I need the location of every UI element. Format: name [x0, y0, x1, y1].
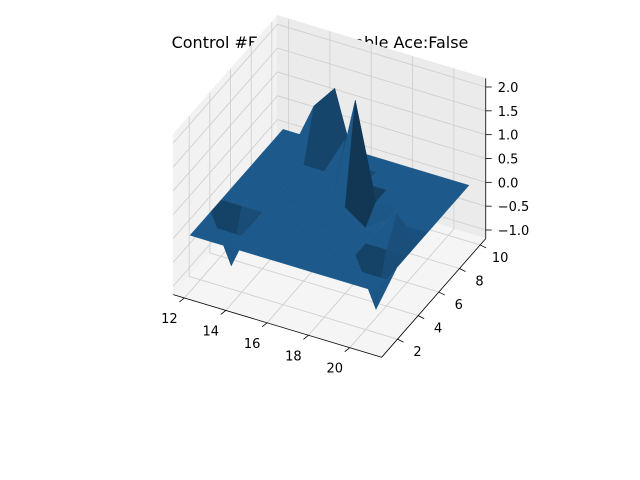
x-tick-label: 20: [326, 362, 343, 377]
x-tick-label: 12: [161, 312, 178, 327]
y-gridline: [188, 116, 398, 340]
z-gridline: [172, 23, 486, 144]
z-gridline: [172, 95, 486, 215]
x-tick-label: 14: [202, 324, 219, 339]
z-gridline: [172, 47, 486, 168]
y-axis-line: [381, 238, 487, 358]
x-tick-label: 18: [285, 349, 302, 364]
z-tick-label: 1.5: [498, 105, 519, 120]
x-tick: [220, 310, 227, 315]
z-tick-label: 1.0: [498, 129, 519, 144]
x-gridline: [349, 68, 455, 348]
y-tick: [438, 291, 446, 296]
y-tick: [417, 315, 425, 319]
z-tick-label: −0.5: [498, 200, 530, 215]
x-tick-label: 16: [244, 337, 261, 352]
y-tick-label: 6: [455, 298, 463, 313]
z-gridline: [172, 119, 486, 239]
z-tick-label: 0.0: [498, 176, 519, 191]
y-tick-label: 8: [475, 274, 483, 289]
surface-facet: [355, 273, 387, 292]
z-tick-label: 2.0: [498, 81, 519, 96]
x-tick: [179, 297, 185, 303]
y-tick-label: 10: [492, 251, 509, 266]
z-tick-label: 0.5: [498, 153, 519, 168]
y-tick: [479, 244, 487, 249]
x-tick: [303, 334, 309, 340]
y-gridline: [209, 92, 419, 317]
x-tick: [344, 347, 351, 353]
y-tick: [397, 338, 404, 343]
surface: [189, 88, 470, 310]
z-tick-label: −1.0: [498, 224, 530, 239]
x-axis-line: [173, 294, 382, 358]
x-tick: [261, 322, 268, 328]
y-tick-label: 2: [413, 345, 421, 360]
y-tick: [459, 268, 466, 272]
y-tick-label: 4: [434, 322, 442, 337]
z-gridline: [172, 71, 486, 191]
